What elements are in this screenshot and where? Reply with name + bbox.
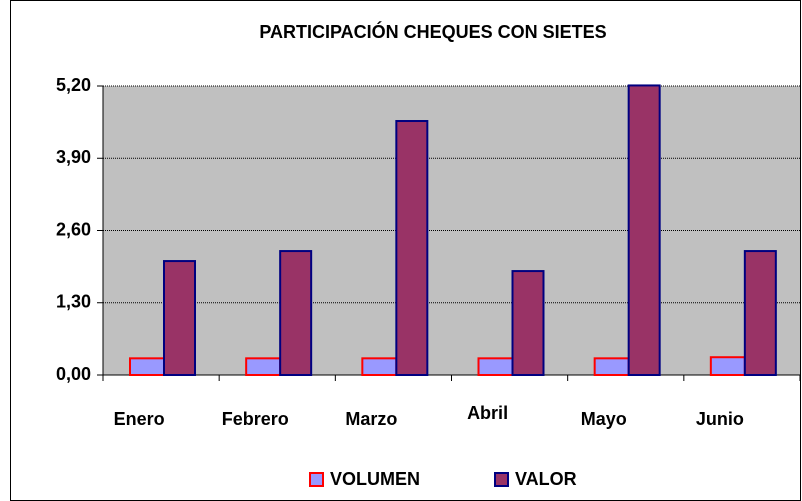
bar — [477, 357, 514, 377]
y-tick-label: 1,30 — [56, 292, 91, 312]
bar — [511, 270, 545, 377]
bar — [163, 260, 196, 377]
y-tick-label: 0,00 — [56, 364, 91, 384]
x-tick-label: Enero — [114, 409, 165, 429]
legend-label: VOLUMEN — [330, 469, 420, 489]
bar — [593, 357, 630, 377]
y-tick-label: 2,60 — [56, 219, 91, 239]
bar — [361, 357, 398, 377]
bar — [743, 250, 777, 376]
x-tick-label: Febrero — [222, 409, 289, 429]
x-tick-label: Junio — [696, 409, 744, 429]
legend-swatch — [494, 472, 509, 487]
legend-swatch — [309, 472, 324, 487]
y-tick-label: 3,90 — [56, 147, 91, 167]
bar — [245, 357, 282, 377]
chart-title: PARTICIPACIÓN CHEQUES CON SIETES — [259, 21, 606, 42]
bar — [395, 120, 429, 376]
x-tick-label: Mayo — [581, 409, 627, 429]
x-tick-label: Abril — [467, 403, 508, 423]
bar — [627, 84, 661, 376]
y-tick-label: 5,20 — [56, 75, 91, 95]
x-tick-label: Marzo — [345, 409, 397, 429]
legend-label: VALOR — [515, 469, 577, 489]
bar — [709, 356, 746, 377]
bar — [279, 250, 313, 376]
bar — [129, 357, 165, 377]
